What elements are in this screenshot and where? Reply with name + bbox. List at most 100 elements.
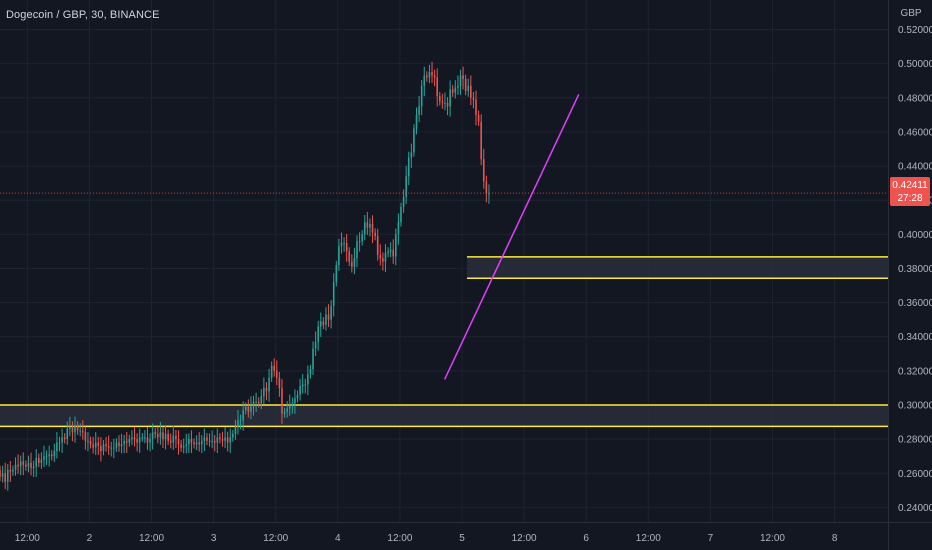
candle <box>69 416 71 437</box>
candle-body <box>464 79 467 91</box>
candle <box>482 148 485 189</box>
candle <box>100 437 102 462</box>
candle <box>376 228 379 261</box>
bar-countdown: 27:28 <box>897 193 923 204</box>
candle-body <box>151 432 154 440</box>
candle-body <box>480 121 482 160</box>
candle-body <box>273 365 276 371</box>
candle-body <box>14 464 17 470</box>
candle-body <box>371 224 374 233</box>
candle-body <box>118 442 120 446</box>
candle <box>332 273 335 317</box>
candle <box>154 428 157 439</box>
candle <box>369 218 371 237</box>
candle <box>433 69 436 87</box>
candle-body <box>9 469 12 472</box>
candle-body <box>1 473 4 477</box>
candle <box>477 110 480 126</box>
y-tick-label: 0.38000 <box>898 264 932 275</box>
candle-body <box>348 251 351 262</box>
candle-body <box>141 437 144 439</box>
candle-body <box>260 396 263 404</box>
candle-body <box>268 377 270 392</box>
candle-body <box>345 242 348 252</box>
candle <box>14 457 17 476</box>
candle <box>58 436 61 452</box>
candle <box>89 436 92 449</box>
candle <box>338 238 340 271</box>
y-tick-label: 0.48000 <box>898 93 932 104</box>
candle <box>402 189 405 213</box>
candle <box>35 449 38 477</box>
candle <box>232 429 234 442</box>
x-tick-label: 12:00 <box>387 533 412 544</box>
x-tick-label: 12:00 <box>512 533 537 544</box>
candle-body <box>472 97 475 100</box>
candle-body <box>392 249 395 257</box>
candle <box>128 434 131 447</box>
zone-fill <box>466 256 888 279</box>
candle <box>291 397 294 414</box>
candle-body <box>296 394 299 399</box>
candle-body <box>255 401 257 403</box>
candle <box>273 358 276 377</box>
candle-body <box>100 445 102 452</box>
candle-body <box>428 72 431 78</box>
candle-body <box>58 442 61 444</box>
candle-body <box>294 398 296 404</box>
candle <box>87 431 89 452</box>
candle-body <box>446 102 449 107</box>
candle <box>397 213 400 245</box>
y-tick-label: 0.32000 <box>898 366 932 377</box>
candle <box>395 228 397 266</box>
candle-body <box>325 314 327 325</box>
candle-body <box>462 75 464 80</box>
last-price-value: 0.42411 <box>892 180 928 191</box>
candle-body <box>89 440 92 445</box>
candle-body <box>304 384 307 386</box>
candle-body <box>276 370 278 378</box>
candle <box>467 78 470 97</box>
candle <box>299 378 301 401</box>
candle <box>195 435 198 451</box>
candle-body <box>81 430 84 433</box>
candle-body <box>376 236 379 255</box>
candle <box>74 416 76 443</box>
candle-body <box>149 439 151 443</box>
candle <box>356 235 358 268</box>
candle <box>12 465 14 476</box>
candle <box>257 397 260 408</box>
candle-body <box>433 75 436 78</box>
candle <box>281 379 283 424</box>
last-price-tag: 0.42411 27:28 <box>890 177 930 206</box>
candle <box>25 460 27 471</box>
candle-body <box>43 456 45 460</box>
candle <box>38 453 40 468</box>
candle <box>294 389 296 414</box>
candle <box>438 91 441 106</box>
candle <box>242 401 244 431</box>
candle-body <box>107 445 110 448</box>
candle <box>190 430 193 453</box>
candle-body <box>71 427 74 433</box>
candle <box>131 430 133 445</box>
candle-body <box>278 377 281 388</box>
candle <box>169 433 172 449</box>
y-tick-label: 0.28000 <box>898 435 932 446</box>
candle <box>304 378 307 394</box>
candle <box>413 124 415 157</box>
candle-body <box>475 99 477 115</box>
candle-body <box>436 77 439 97</box>
candle-body <box>123 440 125 445</box>
candle <box>9 460 12 482</box>
candle-body <box>61 437 63 443</box>
x-tick-label: 3 <box>211 533 217 544</box>
candle <box>475 90 477 126</box>
y-tick-label: 0.36000 <box>898 298 932 309</box>
candle-body <box>389 249 392 252</box>
candle-body <box>431 72 433 76</box>
candle <box>133 427 136 447</box>
candle-body <box>195 442 198 445</box>
candle-body <box>87 440 89 442</box>
